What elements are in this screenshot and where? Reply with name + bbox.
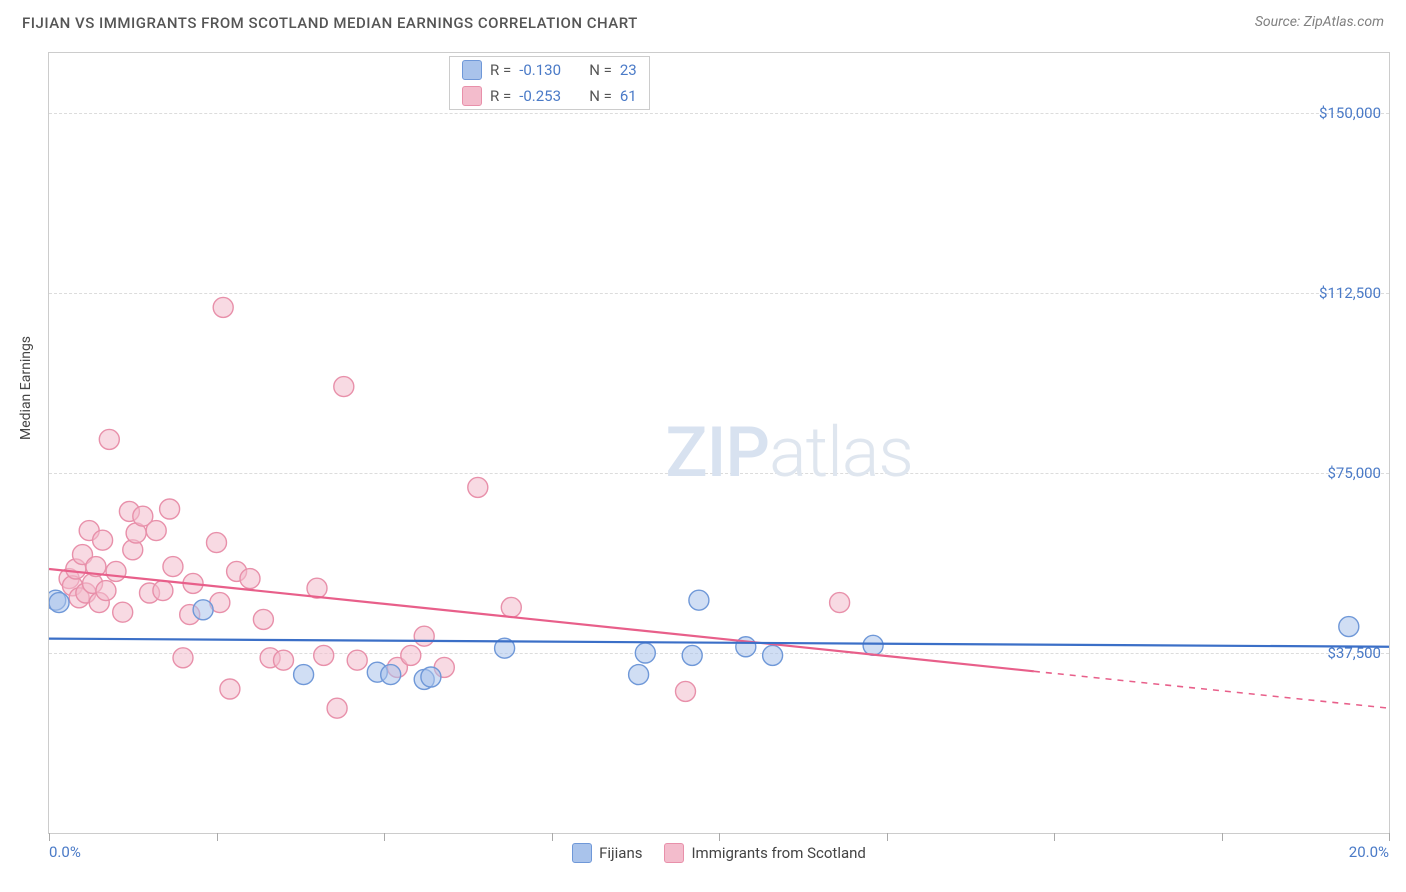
data-point [49,593,69,613]
data-point [676,681,696,701]
data-point [207,533,227,553]
data-point [347,650,367,670]
data-point [629,665,649,685]
data-point [274,650,294,670]
series1-r-value: -0.130 [519,61,581,79]
x-tick [1054,833,1055,841]
x-tick [887,833,888,841]
data-point [689,590,709,610]
legend-item: Immigrants from Scotland [664,843,865,863]
x-tick [384,833,385,841]
data-point [468,477,488,497]
data-point [763,645,783,665]
correlation-legend-row-1: R = -0.130 N = 23 [450,57,649,83]
chart-title: FIJIAN VS IMMIGRANTS FROM SCOTLAND MEDIA… [22,14,638,32]
data-point [173,648,193,668]
series2-n-value: 61 [620,87,637,105]
data-point [830,593,850,613]
data-point [863,635,883,655]
legend-label: Fijians [599,844,642,862]
data-point [113,602,133,622]
data-point [421,667,441,687]
data-point [327,698,347,718]
data-point [160,499,180,519]
series-legend: Fijians Immigrants from Scotland [49,843,1389,863]
data-point [381,665,401,685]
x-tick [49,833,50,841]
data-point [1339,617,1359,637]
data-point [163,557,183,577]
legend-item: Fijians [572,843,642,863]
correlation-legend: R = -0.130 N = 23 R = -0.253 N = 61 [449,56,650,110]
data-point [213,297,233,317]
y-axis-label: Median Earnings [18,336,34,440]
data-point [96,581,116,601]
chart-plot-area: $37,500$75,000$112,500$150,000 ZIPatlas … [48,52,1390,834]
data-point [146,521,166,541]
data-point [93,530,113,550]
data-point [501,597,521,617]
data-point [314,645,334,665]
data-point [240,569,260,589]
legend-label: Immigrants from Scotland [691,844,865,862]
trend-line-series1 [49,639,1389,647]
series2-r-value: -0.253 [519,87,581,105]
x-tick [1389,833,1390,841]
series2-swatch [462,86,482,106]
data-point [635,643,655,663]
data-point [334,377,354,397]
trend-line-series2-extrapolated [1034,671,1389,708]
data-point [220,679,240,699]
scatter-plot-svg [49,53,1389,833]
legend-swatch [572,843,592,863]
x-tick [1222,833,1223,841]
source-text: Source: ZipAtlas.com [1255,14,1384,32]
data-point [106,561,126,581]
x-tick [217,833,218,841]
data-point [414,626,434,646]
data-point [153,581,173,601]
x-tick [552,833,553,841]
data-point [401,645,421,665]
legend-swatch [664,843,684,863]
data-point [682,645,702,665]
correlation-legend-row-2: R = -0.253 N = 61 [450,83,649,109]
data-point [253,609,273,629]
data-point [193,600,213,620]
x-tick [719,833,720,841]
series1-n-value: 23 [620,61,637,79]
series1-swatch [462,60,482,80]
data-point [99,429,119,449]
data-point [294,665,314,685]
